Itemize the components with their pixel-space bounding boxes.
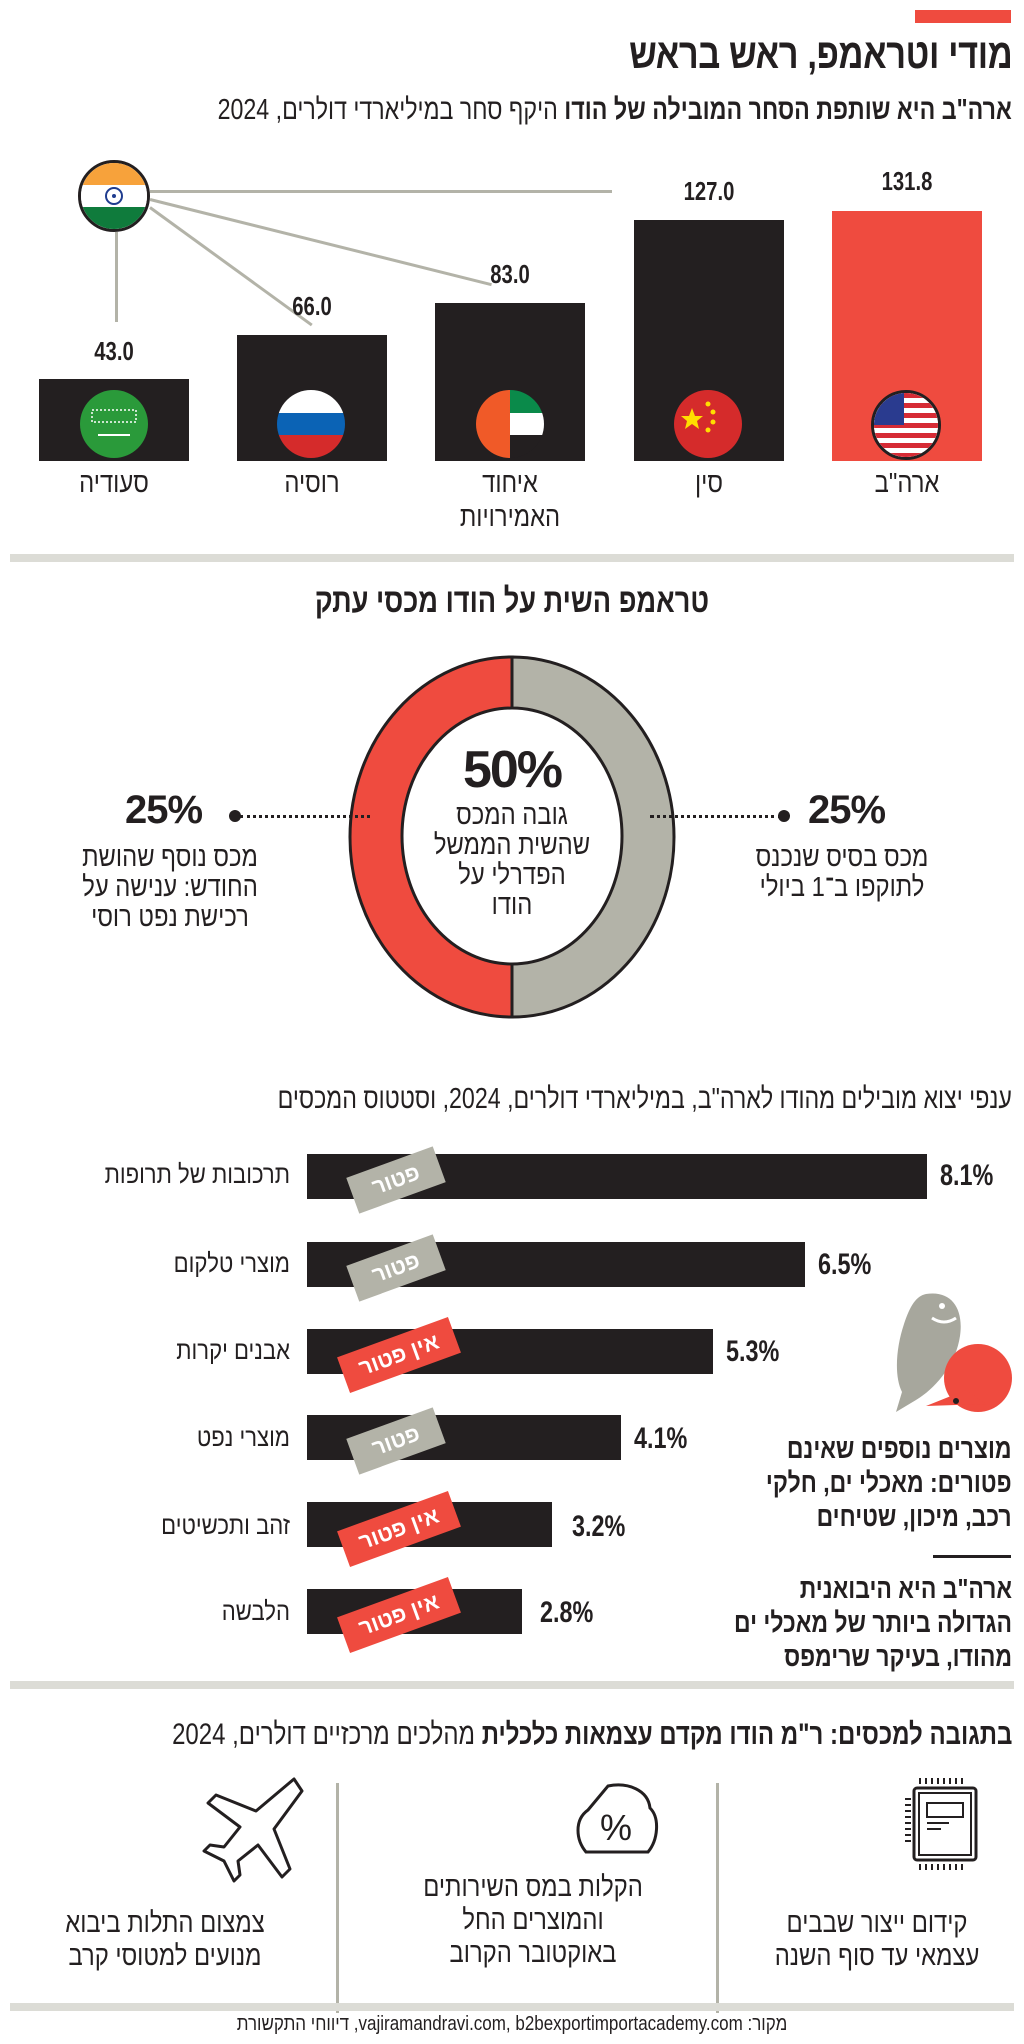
dotted-leader	[240, 815, 370, 818]
center-line: שהשית הממשל	[433, 829, 591, 860]
other-products-note: מוצרים נוספים שאינם פטורים: מאכלי ים, חל…	[766, 1432, 1012, 1534]
bar-label-line1: איחוד	[482, 467, 538, 498]
center-pct: 50%	[462, 741, 563, 799]
note-line: מהודו, בעיקר שרימפס	[784, 1641, 1012, 1672]
uae-flag-icon	[476, 390, 544, 458]
bar-label: איחוד האמירויות	[446, 466, 574, 534]
connector-line	[115, 232, 118, 322]
export-label: מוצרי נפט	[196, 1422, 290, 1452]
section-divider	[10, 2003, 1014, 2011]
russia-flag-icon	[277, 390, 345, 458]
response-title: בתגובה למכסים: ר"מ הודו מקדם עצמאות כלכל…	[172, 1718, 1012, 1752]
center-line: הודו	[491, 889, 533, 920]
trade-chart-subtitle: ארה"ב היא שותפת הסחר המובילה של הודו היק…	[218, 94, 1012, 127]
export-label: הלבשה	[221, 1596, 290, 1626]
leader-dot	[229, 810, 241, 822]
response-item-tax: הקלות במס השירותים והמוצרים החל באוקטובר…	[386, 1870, 680, 1969]
accent-bar	[915, 10, 1011, 23]
connector-line	[150, 190, 612, 193]
seafood-note: ארה"ב היא היבואנית הגדולה ביותר של מאכלי…	[734, 1572, 1012, 1674]
column-divider	[336, 1783, 339, 2013]
response-item-chips: קידום ייצור שבבים עצמאי עד סוף השנה	[761, 1906, 994, 1972]
export-value: 5.3%	[726, 1335, 780, 1368]
desc-line: מכס בסיס שנכנס	[755, 841, 929, 872]
note-line: ארה"ב היא היבואנית	[799, 1573, 1012, 1604]
export-label: אבנים יקרות	[176, 1335, 290, 1365]
note-line: הגדולה ביותר של מאכלי ים	[733, 1607, 1012, 1638]
tariff-title: טראמפ השית על הודו מכסי עתק	[314, 582, 710, 620]
export-label: זהב ותכשיטים	[161, 1510, 290, 1540]
response-item-engines: צמצום התלות ביבוא מנועים למטוסי קרב	[33, 1906, 297, 1972]
section-divider	[10, 1681, 1014, 1689]
item-line: באוקטובר הקרוב	[449, 1937, 617, 1968]
item-line: והמוצרים החל	[462, 1904, 604, 1935]
chip-icon	[905, 1776, 981, 1872]
note-line: פטורים: מאכלי ים, חלקי	[766, 1467, 1012, 1498]
bar-value: 66.0	[292, 291, 332, 321]
note-line: רכב, מיכון, שטיחים	[817, 1501, 1012, 1532]
desc-line: רכישת נפט רוסי	[91, 901, 249, 932]
item-line: מנועים למטוסי קרב	[68, 1940, 262, 1971]
item-line: הקלות במס השירותים	[423, 1871, 643, 1902]
desc-line: החודש: ענישה על	[82, 871, 258, 902]
response-title-bold: בתגובה למכסים: ר"מ הודו מקדם עצמאות כלכל…	[481, 1718, 1012, 1751]
section-divider	[10, 554, 1014, 562]
donut-center: 50% גובה המכס שהשית הממשל הפדרלי על הודו	[397, 740, 627, 920]
base-tariff-pct: 25%	[808, 788, 886, 832]
export-label: מוצרי טלקום	[173, 1248, 290, 1278]
china-flag-icon	[674, 390, 742, 458]
bar-label: ארה"ב	[874, 467, 940, 498]
response-title-light: מהלכים מרכזיים דולרים, 2024	[171, 1718, 475, 1751]
note-line: מוצרים נוספים שאינם	[787, 1433, 1012, 1464]
source-note: מקור: vajiramandravi.com, b2bexportimpor…	[236, 2013, 788, 2035]
export-value: 2.8%	[540, 1596, 594, 1629]
item-line: קידום ייצור שבבים	[786, 1907, 968, 1938]
india-flag-icon	[78, 160, 150, 232]
bar-value: 127.0	[683, 176, 735, 206]
svg-text:%: %	[600, 1807, 632, 1848]
center-line: גובה המכס	[456, 799, 568, 830]
leader-dot	[778, 810, 790, 822]
seafood-icon	[866, 1288, 1016, 1416]
tariff-donut	[347, 654, 677, 1020]
item-line: צמצום התלות ביבוא	[65, 1907, 265, 1938]
note-divider	[933, 1555, 1011, 1558]
subtitle-bold: ארה"ב היא שותפת הסחר המובילה של הודו	[564, 94, 1012, 126]
item-line: עצמאי עד סוף השנה	[774, 1940, 980, 1971]
center-line: הפדרלי על	[458, 859, 566, 890]
column-divider	[716, 1783, 719, 2013]
dotted-leader	[650, 815, 782, 818]
desc-line: לתוקפו ב־1 ביולי	[759, 871, 925, 902]
desc-line: מכס נוסף שהושת	[82, 841, 258, 872]
bar-value: 83.0	[490, 259, 530, 289]
extra-tariff-pct: 25%	[125, 788, 203, 832]
saudi-flag-icon	[80, 390, 148, 458]
bar-value: 43.0	[94, 336, 134, 366]
bar-value: 131.8	[881, 166, 933, 196]
export-value: 6.5%	[818, 1248, 872, 1281]
page-title: מודי וטראמפ, ראש בראש	[628, 30, 1013, 77]
base-tariff-desc: מכס בסיס שנכנס לתוקפו ב־1 ביולי	[740, 842, 944, 902]
center-desc: גובה המכס שהשית הממשל הפדרלי על הודו	[414, 800, 610, 920]
usa-flag-icon	[871, 390, 941, 460]
bar-label: רוסיה	[284, 467, 340, 498]
percent-tag-icon: %	[568, 1780, 664, 1860]
fighter-jet-icon	[196, 1775, 306, 1890]
exports-title: ענפי יצוא מובילים מהודו לארה"ב, במיליארד…	[277, 1083, 1012, 1115]
bar-label-line2: האמירויות	[459, 501, 561, 532]
export-label: תרכובות של תרופות	[104, 1159, 290, 1189]
bar-label: סין	[695, 467, 723, 498]
bar-label: סעודיה	[79, 467, 149, 498]
extra-tariff-desc: מכס נוסף שהושת החודש: ענישה על רכישת נפט…	[60, 842, 281, 932]
export-value: 4.1%	[634, 1422, 688, 1455]
export-value: 3.2%	[572, 1510, 626, 1543]
export-value: 8.1%	[940, 1159, 994, 1192]
subtitle-light: היקף סחר במיליארדי דולרים, 2024	[217, 94, 558, 126]
